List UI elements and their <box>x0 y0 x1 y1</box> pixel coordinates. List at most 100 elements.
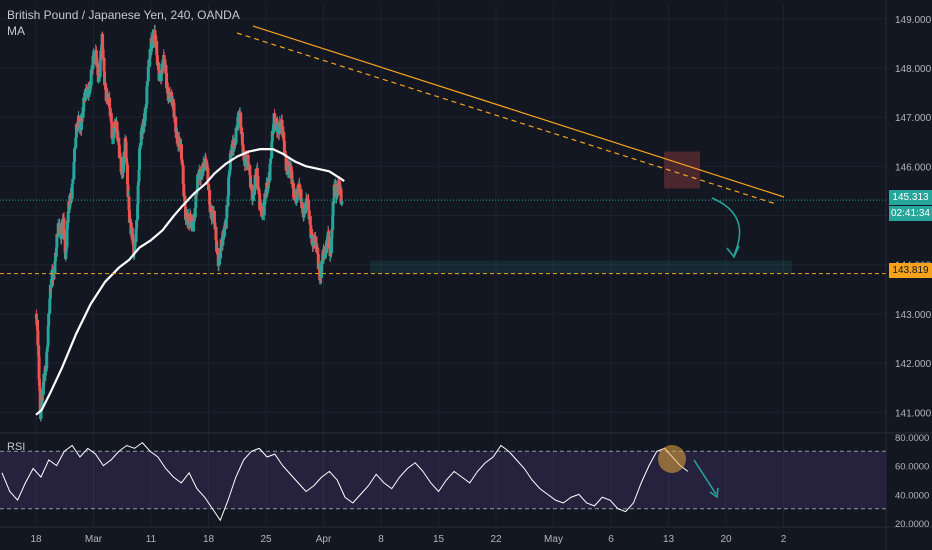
candle-body <box>212 210 216 225</box>
candle-body <box>286 172 290 174</box>
candle-body <box>219 250 223 259</box>
candle-body <box>60 219 64 234</box>
candle-body <box>248 175 252 188</box>
candle-body <box>297 183 301 195</box>
candle-body <box>282 140 286 155</box>
candle-body <box>94 50 98 62</box>
last-price-tag: 145.313 <box>889 190 932 205</box>
candle-body <box>331 201 335 216</box>
candle-body <box>126 165 130 185</box>
candle-body <box>205 165 209 169</box>
ma-indicator-label[interactable]: MA <box>7 24 25 38</box>
candle-body <box>56 235 60 238</box>
candle-body <box>148 58 152 67</box>
price-candles <box>34 24 344 422</box>
rsi-line <box>1 441 689 522</box>
candle-body <box>55 233 59 248</box>
rsi-panel <box>0 441 886 522</box>
candle-body <box>171 100 175 103</box>
candle-body <box>332 198 336 204</box>
candle-body <box>217 260 221 267</box>
candle-body <box>71 178 75 180</box>
candle-body <box>136 185 140 205</box>
candle-body <box>216 248 220 255</box>
candle-body <box>194 193 198 209</box>
candle-body <box>232 147 236 151</box>
candle-body <box>194 193 198 195</box>
candle-body <box>48 298 52 314</box>
candle-body <box>126 184 130 197</box>
candle-body <box>196 174 200 190</box>
candle-body <box>178 139 182 149</box>
candle-body <box>253 174 257 189</box>
candle-body <box>124 141 128 158</box>
candle-body <box>308 215 312 226</box>
candle-body <box>221 231 225 246</box>
candle-body <box>255 168 259 176</box>
candle-body <box>161 65 165 69</box>
dashed-trendline <box>236 32 777 205</box>
candle-body <box>276 122 280 125</box>
candle-body <box>183 195 187 207</box>
candle-body <box>146 66 150 82</box>
candle-body <box>174 116 178 133</box>
candle-body <box>201 172 205 177</box>
candle-body <box>246 154 250 166</box>
candle-body <box>36 320 40 331</box>
candle-body <box>108 97 112 108</box>
time-tick-label: 6 <box>608 534 614 545</box>
candle-body <box>262 199 266 216</box>
candle-body <box>138 146 142 149</box>
candle-body <box>316 253 320 269</box>
candle-body <box>82 97 86 112</box>
candle-body <box>330 229 334 239</box>
candle-body <box>81 111 85 118</box>
candle-body <box>137 181 141 186</box>
candle-body <box>137 169 141 182</box>
candle-body <box>108 107 112 117</box>
candle-body <box>310 234 314 236</box>
candle-body <box>267 180 271 182</box>
symbol-title[interactable]: British Pound / Japanese Yen, 240, OANDA <box>7 8 240 22</box>
candle-body <box>334 184 338 188</box>
candle-body <box>274 118 278 126</box>
candle-body <box>163 60 167 68</box>
candle-body <box>47 313 51 315</box>
candle-body <box>241 145 245 156</box>
candle-body <box>207 185 210 190</box>
candle-body <box>277 127 281 135</box>
candle-body <box>101 33 105 50</box>
candle-body <box>240 132 244 146</box>
candle-body <box>228 169 232 174</box>
candle-body <box>314 236 318 244</box>
candle-body <box>339 190 343 205</box>
time-tick-label: Mar <box>85 534 103 545</box>
candle-body <box>294 191 298 204</box>
time-tick-label: 15 <box>433 534 445 545</box>
candle-body <box>316 247 320 254</box>
candle-body <box>269 158 273 164</box>
price-tick-label: 141.000 <box>895 408 932 419</box>
rsi-tick-label: 40.0000 <box>895 490 929 501</box>
candle-body <box>155 55 159 66</box>
candle-body <box>122 155 126 172</box>
rsi-indicator-label[interactable]: RSI <box>7 441 26 453</box>
candle-body <box>208 189 212 205</box>
candle-body <box>162 55 166 61</box>
candle-body <box>236 117 240 131</box>
candle-body <box>40 392 44 408</box>
candle-body <box>62 217 66 236</box>
time-tick-label: May <box>544 534 563 545</box>
candle-body <box>141 124 145 134</box>
candle-body <box>206 168 210 186</box>
candle-body <box>73 148 77 150</box>
grid-lines <box>0 4 886 526</box>
candle-body <box>170 92 174 98</box>
candle-body <box>116 130 120 141</box>
candle-body <box>172 102 176 118</box>
highlight-zones <box>370 151 792 274</box>
support-price-tag: 143.819 <box>889 263 932 278</box>
candle-body <box>266 188 270 191</box>
trendline-drawings[interactable] <box>0 25 886 275</box>
